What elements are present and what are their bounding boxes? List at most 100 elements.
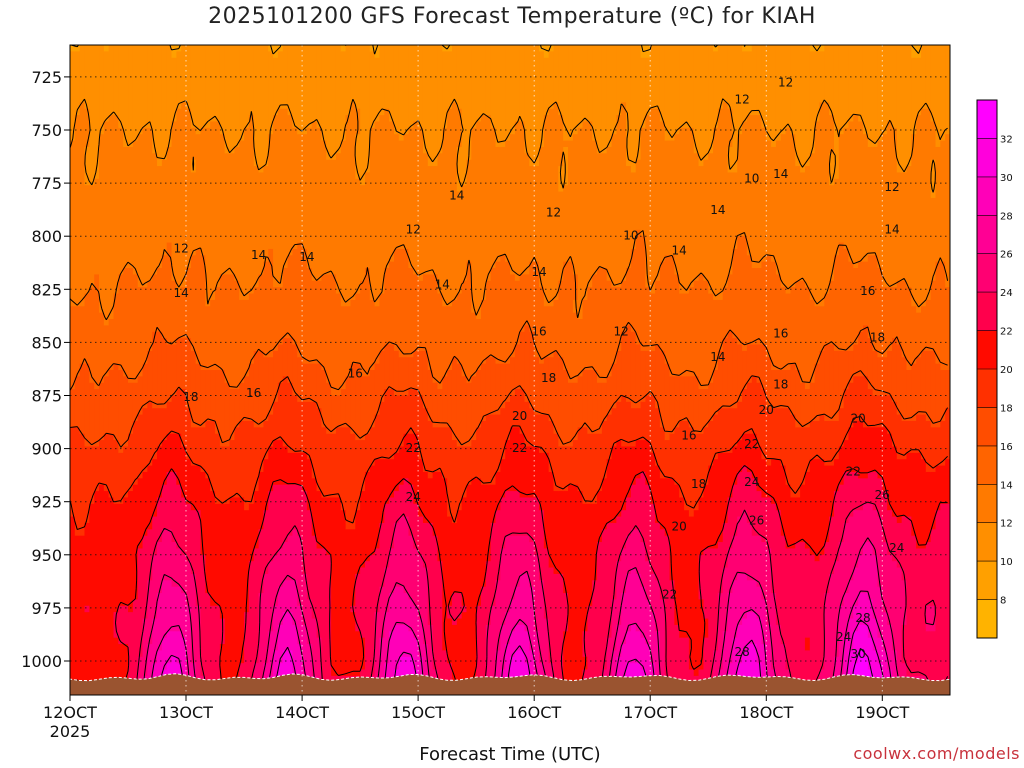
temperature-band	[364, 172, 371, 269]
temperature-band	[500, 146, 506, 256]
temperature-band	[635, 573, 642, 632]
temperature-band	[297, 357, 303, 403]
temperature-band	[302, 452, 308, 492]
temperature-band	[500, 497, 506, 550]
temperature-band	[848, 121, 854, 263]
temperature-band	[335, 395, 342, 428]
temperature-band	[872, 395, 879, 428]
temperature-band	[118, 644, 124, 695]
temperature-band	[142, 618, 148, 677]
temperature-band	[577, 319, 584, 377]
temperature-band	[248, 503, 255, 562]
temperature-band	[558, 446, 564, 492]
temperature-band	[514, 389, 521, 428]
temperature-band	[809, 459, 816, 556]
temperature-band	[539, 510, 545, 581]
temperature-band	[360, 185, 366, 282]
temperature-band	[161, 338, 168, 409]
temperature-band	[684, 510, 690, 639]
temperature-band	[355, 440, 361, 511]
temperature-band	[147, 580, 153, 645]
temperature-band	[582, 427, 588, 505]
temperature-band	[645, 644, 651, 683]
temperature-band	[393, 350, 400, 397]
temperature-band	[258, 45, 265, 174]
temperature-band	[393, 522, 400, 588]
temperature-band	[761, 261, 767, 346]
temperature-band	[872, 618, 879, 651]
temperature-band	[205, 127, 211, 307]
temperature-band	[510, 427, 516, 492]
temperature-band	[190, 45, 197, 129]
temperature-band	[485, 45, 492, 116]
y-tick-label: 850	[31, 333, 62, 352]
temperature-band	[422, 153, 429, 276]
temperature-band	[708, 45, 714, 154]
temperature-band	[408, 389, 414, 435]
temperature-band	[930, 350, 937, 428]
temperature-band	[529, 586, 535, 651]
temperature-band	[123, 268, 129, 377]
temperature-band	[422, 644, 429, 695]
temperature-band	[534, 357, 540, 416]
temperature-band	[74, 51, 81, 116]
temperature-band	[311, 535, 318, 620]
temperature-band	[843, 350, 850, 390]
temperature-band	[621, 510, 627, 550]
contour-label: 12	[546, 205, 561, 219]
temperature-band	[775, 459, 782, 511]
temperature-band	[99, 312, 105, 384]
colorbar-tick-label: 24	[1000, 288, 1013, 299]
temperature-band	[340, 510, 347, 677]
temperature-band	[838, 446, 845, 486]
temperature-band	[843, 637, 850, 683]
temperature-band	[422, 408, 429, 473]
temperature-band	[611, 134, 617, 288]
temperature-band	[447, 618, 453, 664]
temperature-band	[746, 45, 753, 52]
temperature-band	[393, 134, 400, 250]
temperature-band	[287, 255, 294, 339]
temperature-band	[824, 542, 830, 594]
temperature-band	[70, 45, 76, 52]
temperature-band	[597, 491, 603, 543]
temperature-band	[862, 503, 869, 543]
temperature-band	[524, 631, 530, 664]
temperature-band	[587, 370, 593, 435]
temperature-band	[771, 593, 777, 671]
temperature-band	[746, 612, 753, 645]
temperature-band	[244, 376, 250, 422]
temperature-band	[785, 484, 792, 550]
temperature-band	[568, 484, 574, 695]
colorbar-tick-label: 20	[1000, 365, 1013, 376]
temperature-band	[751, 268, 758, 346]
temperature-band	[311, 478, 318, 537]
contour-label: 14	[174, 286, 189, 300]
temperature-band	[862, 325, 869, 377]
contour-label: 28	[734, 645, 749, 659]
temperature-band	[780, 134, 787, 288]
temperature-band	[664, 255, 671, 365]
temperature-band	[659, 350, 666, 428]
temperature-band	[742, 121, 748, 237]
temperature-band	[553, 45, 559, 103]
temperature-band	[84, 612, 90, 695]
temperature-band	[244, 420, 250, 511]
temperature-band	[539, 363, 545, 416]
temperature-band	[205, 420, 211, 479]
temperature-band	[775, 624, 782, 695]
temperature-band	[732, 338, 738, 409]
colorbar-swatch	[977, 330, 997, 370]
temperature-band	[814, 459, 821, 562]
temperature-band	[843, 45, 850, 129]
temperature-band	[456, 45, 463, 110]
temperature-band	[229, 153, 235, 276]
colorbar-tick-label: 12	[1000, 519, 1013, 530]
temperature-band	[814, 121, 821, 307]
temperature-band	[563, 491, 569, 594]
temperature-band	[848, 618, 854, 651]
temperature-band	[485, 280, 492, 358]
temperature-band	[819, 554, 825, 671]
temperature-band	[253, 548, 260, 664]
temperature-band	[200, 471, 206, 556]
